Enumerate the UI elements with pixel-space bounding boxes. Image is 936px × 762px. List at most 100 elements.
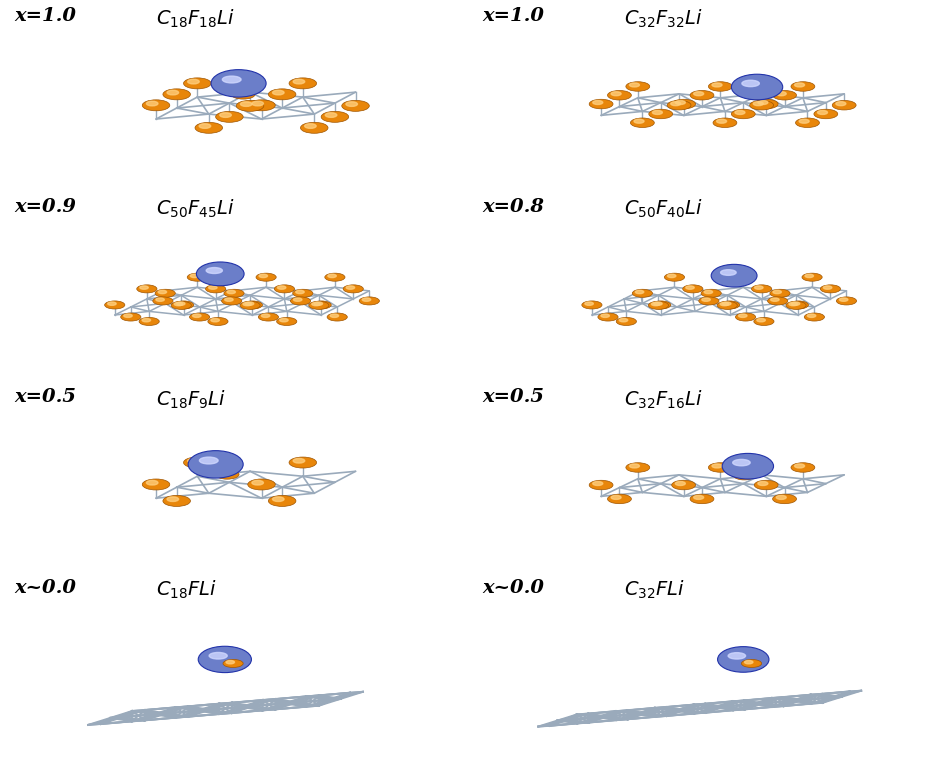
Text: $\mathit{C}_{18}\mathit{F}\mathit{Li}$: $\mathit{C}_{18}\mathit{F}\mathit{Li}$: [156, 579, 217, 601]
Circle shape: [235, 91, 245, 94]
Circle shape: [206, 285, 226, 293]
Circle shape: [709, 463, 732, 472]
Circle shape: [649, 109, 673, 119]
Circle shape: [750, 93, 758, 96]
Circle shape: [326, 113, 337, 117]
Text: $\mathit{C}_{50}\mathit{F}_{45}\mathit{Li}$: $\mathit{C}_{50}\mathit{F}_{45}\mathit{L…: [156, 198, 235, 220]
Circle shape: [330, 314, 339, 318]
Circle shape: [223, 659, 243, 668]
Circle shape: [672, 99, 695, 109]
Ellipse shape: [197, 262, 244, 286]
Circle shape: [222, 297, 241, 305]
Circle shape: [589, 480, 613, 490]
Circle shape: [653, 302, 662, 306]
Circle shape: [631, 118, 654, 127]
Text: x=0.9: x=0.9: [14, 198, 76, 216]
Circle shape: [252, 101, 263, 106]
Circle shape: [634, 119, 644, 123]
Circle shape: [314, 302, 323, 306]
Circle shape: [791, 463, 815, 472]
Text: $\mathit{C}_{32}\mathit{F}\mathit{Li}$: $\mathit{C}_{32}\mathit{F}\mathit{Li}$: [624, 579, 685, 601]
Circle shape: [694, 91, 704, 96]
Circle shape: [776, 91, 786, 96]
Circle shape: [309, 301, 329, 309]
Circle shape: [629, 464, 639, 468]
Circle shape: [795, 464, 805, 468]
Circle shape: [754, 99, 778, 109]
Circle shape: [682, 285, 703, 293]
Ellipse shape: [742, 80, 759, 87]
Circle shape: [190, 274, 198, 277]
Circle shape: [241, 102, 252, 107]
Text: x=0.5: x=0.5: [482, 389, 544, 406]
Circle shape: [362, 298, 371, 301]
Circle shape: [139, 318, 159, 325]
Circle shape: [259, 274, 268, 277]
Circle shape: [752, 285, 771, 293]
Circle shape: [701, 290, 722, 297]
Circle shape: [188, 459, 199, 463]
Circle shape: [258, 313, 279, 321]
Circle shape: [193, 314, 201, 318]
Circle shape: [592, 101, 603, 104]
Circle shape: [139, 286, 148, 290]
Ellipse shape: [711, 264, 757, 287]
Circle shape: [754, 286, 763, 290]
Text: x~0.0: x~0.0: [482, 579, 544, 597]
Circle shape: [174, 303, 183, 306]
Circle shape: [311, 301, 331, 309]
Circle shape: [753, 318, 774, 325]
Circle shape: [675, 101, 685, 104]
Circle shape: [289, 78, 316, 89]
Circle shape: [840, 298, 848, 301]
Circle shape: [717, 301, 738, 309]
Circle shape: [300, 123, 328, 133]
Circle shape: [269, 89, 296, 100]
Circle shape: [704, 290, 712, 293]
Circle shape: [736, 313, 755, 321]
Circle shape: [753, 101, 763, 106]
Circle shape: [733, 273, 753, 281]
Circle shape: [155, 290, 175, 297]
Circle shape: [720, 301, 739, 309]
Circle shape: [224, 290, 244, 297]
Circle shape: [146, 101, 158, 106]
Circle shape: [791, 302, 799, 306]
Circle shape: [156, 298, 165, 301]
Circle shape: [293, 290, 313, 297]
Circle shape: [720, 303, 728, 306]
Circle shape: [772, 91, 797, 100]
Circle shape: [274, 285, 295, 293]
Circle shape: [188, 79, 199, 84]
Circle shape: [611, 495, 622, 499]
Circle shape: [665, 273, 684, 281]
Circle shape: [672, 480, 695, 490]
Text: x=1.0: x=1.0: [14, 8, 76, 25]
Circle shape: [342, 101, 370, 111]
Circle shape: [808, 314, 816, 318]
Circle shape: [225, 298, 233, 301]
Circle shape: [768, 297, 788, 305]
Circle shape: [280, 319, 288, 322]
Circle shape: [183, 78, 212, 89]
Ellipse shape: [728, 652, 746, 659]
Circle shape: [163, 89, 190, 100]
Circle shape: [208, 318, 228, 325]
Circle shape: [290, 297, 311, 305]
Circle shape: [105, 301, 124, 309]
Circle shape: [142, 100, 169, 110]
Circle shape: [231, 90, 256, 99]
Ellipse shape: [209, 652, 227, 659]
Circle shape: [219, 471, 228, 475]
Circle shape: [328, 274, 336, 277]
Circle shape: [245, 302, 254, 306]
Circle shape: [804, 313, 825, 321]
Ellipse shape: [721, 270, 737, 275]
Circle shape: [163, 495, 190, 507]
Circle shape: [616, 318, 636, 325]
Circle shape: [758, 101, 768, 104]
Circle shape: [607, 91, 632, 100]
Circle shape: [195, 123, 223, 133]
Circle shape: [209, 286, 217, 290]
Circle shape: [651, 303, 660, 306]
